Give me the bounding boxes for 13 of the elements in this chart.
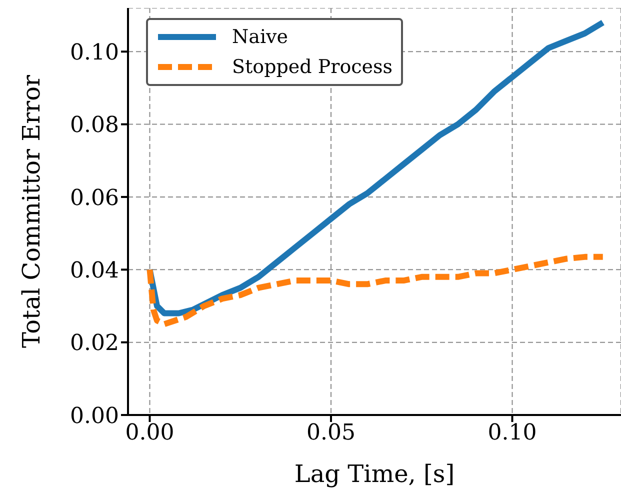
x-tick-label: 0.00 [125,420,174,446]
y-tick-label: 0.08 [70,113,119,138]
x-tick-label: 0.10 [488,420,537,446]
y-tick-label: 0.10 [70,40,119,66]
y-tick-label: 0.00 [70,404,119,429]
legend-label: Stopped Process [232,56,393,78]
legend-label: Naive [232,26,288,48]
y-tick-label: 0.04 [70,258,119,284]
y-axis-title: Total Committor Error [18,74,46,348]
x-tick-label: 0.05 [306,420,356,446]
y-tick-label: 0.02 [70,331,119,356]
y-tick-label: 0.06 [70,186,119,211]
x-axis-title: Lag Time, [s] [294,460,455,488]
